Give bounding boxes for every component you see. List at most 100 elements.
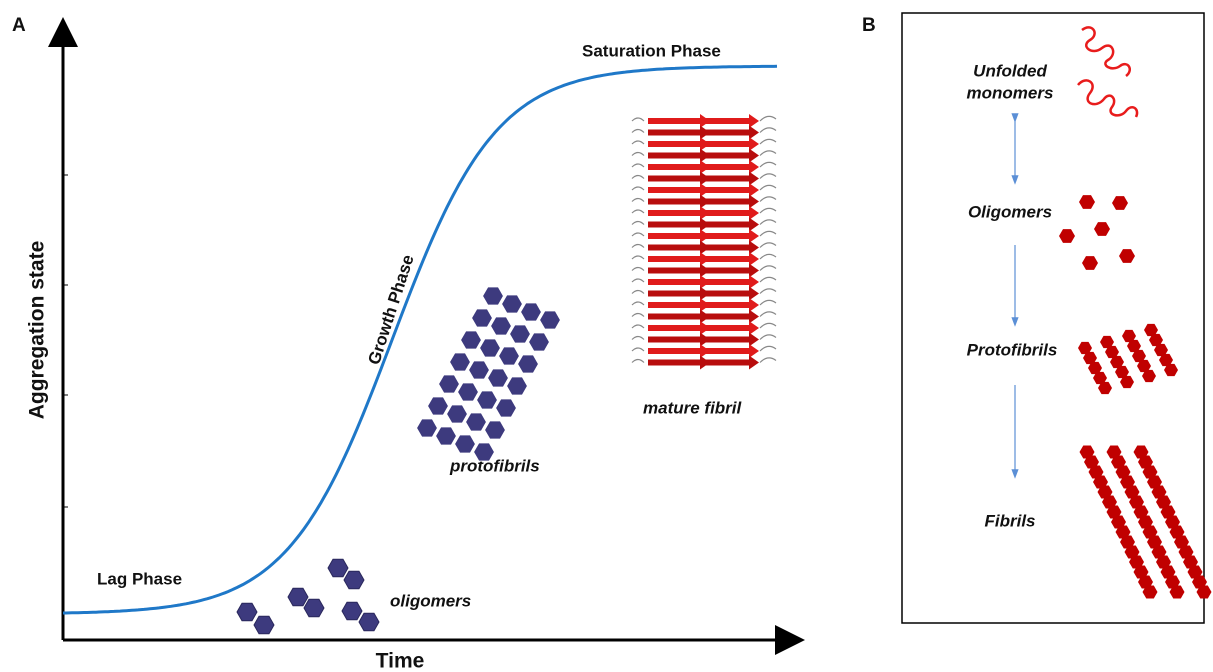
hexagon (500, 294, 524, 314)
beta-strand (705, 148, 759, 163)
hexagon (415, 418, 439, 438)
hexagon (1142, 369, 1156, 383)
stage-label: Oligomers (968, 202, 1052, 221)
beta-strand (648, 194, 710, 209)
hexagon (1165, 575, 1180, 589)
hexagon (1156, 495, 1171, 509)
hexagon (508, 324, 532, 344)
hexagon (1079, 445, 1095, 459)
hexagon (1115, 365, 1129, 379)
coil (631, 115, 777, 122)
hexagon (1169, 585, 1185, 599)
hexagon (1100, 335, 1114, 349)
coil (631, 207, 777, 214)
beta-strand (648, 309, 710, 324)
hexagon (1160, 505, 1176, 519)
species-label: protofibrils (449, 456, 540, 475)
beta-strand (648, 217, 710, 232)
hexagon (437, 374, 461, 394)
hexagon (1110, 355, 1124, 369)
hexagon (1106, 505, 1122, 519)
beta-strand (705, 275, 759, 289)
hexagon (445, 404, 469, 424)
hexagon (434, 426, 458, 446)
hexagon (1156, 555, 1171, 569)
beta-strand (705, 321, 759, 335)
y-axis-label: Aggregation state (26, 241, 49, 420)
hexagon (1178, 545, 1194, 559)
hexagon (1084, 455, 1099, 469)
coil (631, 253, 777, 260)
hexagon (1132, 349, 1146, 363)
hexagon (1164, 363, 1178, 377)
beta-strand (648, 275, 710, 289)
hexagon (1124, 485, 1140, 499)
growth-curve (63, 64, 778, 615)
stage-label: Protofibrils (967, 340, 1058, 359)
beta-strand (648, 206, 710, 220)
beta-strand (705, 171, 759, 186)
beta-strand (705, 125, 759, 140)
beta-strand (705, 137, 759, 151)
coil (631, 196, 777, 202)
panel-letter: A (12, 15, 26, 36)
hexagon (1133, 445, 1149, 459)
hexagon (1111, 455, 1126, 469)
hexagon (358, 612, 380, 632)
beta-strand (648, 114, 710, 128)
coil (631, 184, 777, 191)
beta-strand (648, 137, 710, 151)
beta-strand (705, 263, 759, 278)
hexagon (1151, 545, 1167, 559)
hexagon (1115, 525, 1131, 539)
coil (631, 357, 777, 363)
hexagon (538, 310, 562, 330)
hexagon (1105, 345, 1119, 359)
hexagon (1169, 525, 1185, 539)
hexagon (1192, 575, 1207, 589)
beta-strand (648, 332, 710, 347)
hexagon (426, 396, 450, 416)
beta-strand (705, 252, 759, 266)
coil (631, 345, 777, 352)
beta-strand (705, 194, 759, 209)
mature-fibril (631, 114, 777, 370)
hexagon (1138, 455, 1153, 469)
hexagon (489, 316, 513, 336)
hexagon (1149, 333, 1163, 347)
beta-strand (705, 309, 759, 324)
beta-strand (648, 298, 710, 312)
hexagon (1133, 505, 1149, 519)
beta-strand (648, 321, 710, 335)
hexagon (1151, 485, 1167, 499)
beta-strand (705, 206, 759, 220)
species-label: oligomers (390, 591, 471, 610)
beta-strand (648, 263, 710, 278)
beta-strand (648, 171, 710, 186)
hexagon (1137, 359, 1151, 373)
beta-strand (705, 229, 759, 243)
hexagon (1106, 445, 1122, 459)
hexagon (505, 376, 529, 396)
beta-strand (705, 298, 759, 312)
coil (631, 242, 777, 248)
beta-strand (705, 355, 759, 370)
hexagon (1097, 485, 1113, 499)
hexagon (1115, 465, 1131, 479)
hexagon (253, 615, 275, 635)
hexagon (1079, 195, 1095, 209)
hexagon (1147, 535, 1162, 549)
hexagon (1102, 495, 1117, 509)
hexagon (1120, 475, 1135, 489)
hexagon (1094, 222, 1110, 236)
hexagon (1111, 515, 1126, 529)
hexagon (467, 360, 491, 380)
beta-strand (648, 355, 710, 370)
unfolded-monomers (1077, 26, 1139, 118)
hexagon (1142, 585, 1158, 599)
coil (631, 150, 777, 156)
coil (631, 219, 777, 225)
coil (631, 138, 777, 145)
hexagon (1088, 465, 1104, 479)
